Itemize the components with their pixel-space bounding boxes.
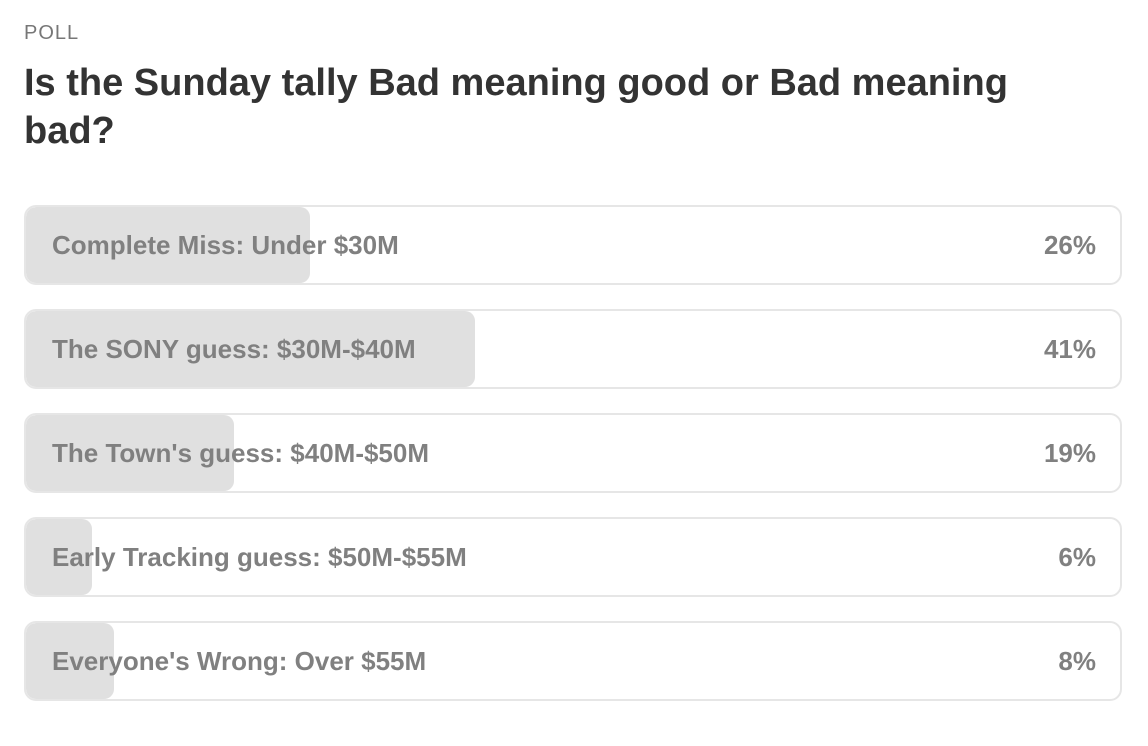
poll-option-label: Everyone's Wrong: Over $55M: [52, 646, 427, 676]
poll-option-result-bar: [26, 207, 311, 283]
poll-widget: POLL Is the Sunday tally Bad meaning goo…: [24, 22, 1124, 701]
poll-option-percent: 41%: [1043, 334, 1096, 364]
poll-options: Complete Miss: Under $30M 26% The SONY g…: [24, 205, 1124, 701]
poll-option-label: The Town's guess: $40M-$50M: [52, 438, 430, 468]
poll-option-label: Complete Miss: Under $30M: [52, 230, 399, 260]
poll-option-result-bar: [26, 415, 234, 491]
poll-option-percent: 8%: [1058, 646, 1096, 676]
poll-option-result-bar: [26, 311, 475, 387]
poll-question: Is the Sunday tally Bad meaning good or …: [24, 62, 1008, 152]
poll-option[interactable]: Everyone's Wrong: Over $55M 8%: [24, 621, 1122, 701]
poll-option-percent: 19%: [1043, 438, 1096, 468]
poll-option-label: The SONY guess: $30M-$40M: [52, 334, 416, 364]
poll-option[interactable]: Complete Miss: Under $30M 26%: [24, 205, 1122, 285]
poll-option-percent: 26%: [1043, 230, 1096, 260]
poll-option[interactable]: The Town's guess: $40M-$50M 19%: [24, 413, 1122, 493]
poll-option-result-bar: [26, 519, 92, 595]
poll-option[interactable]: Early Tracking guess: $50M-$55M 6%: [24, 517, 1122, 597]
poll-option[interactable]: The SONY guess: $30M-$40M 41%: [24, 309, 1122, 389]
poll-option-label: Early Tracking guess: $50M-$55M: [52, 542, 467, 572]
poll-label: POLL: [24, 22, 80, 44]
poll-option-percent: 6%: [1058, 542, 1096, 572]
poll-option-result-bar: [26, 623, 114, 699]
